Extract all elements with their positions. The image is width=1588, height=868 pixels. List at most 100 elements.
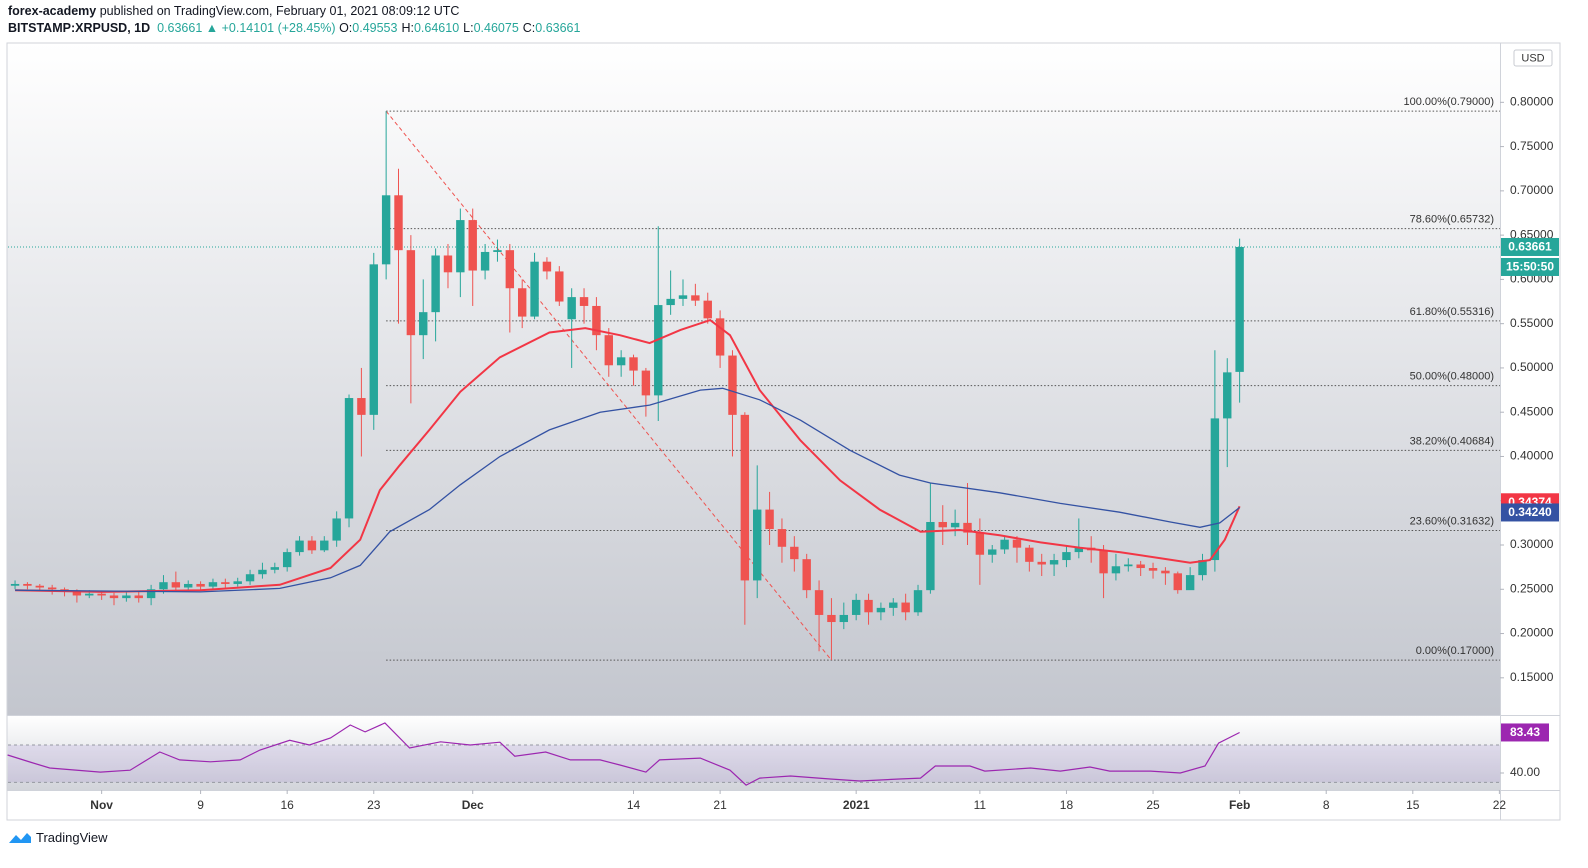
candle-body [913, 590, 923, 613]
candle-body [1111, 566, 1121, 574]
fib-label: 38.20%(0.40684) [1410, 435, 1494, 447]
candle-body [1235, 246, 1244, 372]
candle-body [480, 251, 490, 271]
candle-body [184, 583, 193, 588]
countdown-badge: 15:50:50 [1506, 260, 1554, 274]
countdown-badge-bg [1501, 257, 1559, 276]
x-tick-label: 15 [1406, 798, 1420, 812]
ohlc-key: C: [522, 21, 536, 35]
fib-label: 78.60%(0.65732) [1410, 214, 1494, 226]
candle-body [1124, 564, 1133, 567]
candle-body [1185, 575, 1195, 591]
candle-body [245, 574, 255, 582]
ohlc-value: 0.46075 [473, 21, 519, 35]
y-tick-label: 0.70000 [1510, 183, 1554, 197]
candle-body [505, 250, 515, 289]
candle-body [641, 370, 651, 396]
x-tick-label: 25 [1146, 798, 1160, 812]
y-tick-label: 0.50000 [1510, 360, 1554, 374]
y-tick-label: 0.20000 [1510, 626, 1554, 640]
candle-body [171, 582, 181, 588]
candle-body [431, 255, 440, 313]
rsi-band [8, 745, 1500, 783]
x-tick-label: 9 [197, 798, 204, 812]
candle-body [592, 305, 601, 336]
candle-body [975, 532, 985, 555]
candle-body [344, 398, 354, 519]
y-tick-label: 0.25000 [1510, 581, 1554, 595]
y-tick-label: 0.30000 [1510, 537, 1554, 551]
candle-body [1074, 547, 1084, 553]
moving-average [15, 387, 1240, 593]
candle-body [629, 357, 638, 371]
x-tick-label: 22 [1493, 798, 1507, 812]
candle-body [616, 357, 626, 366]
candle-body [889, 602, 898, 608]
candle-body [406, 250, 416, 336]
x-tick-label: 2021 [843, 798, 870, 812]
fib-label: 23.60%(0.31632) [1410, 515, 1494, 527]
candle-body [1173, 573, 1182, 591]
candle-body [72, 591, 82, 596]
x-tick-label: Feb [1229, 798, 1250, 812]
currency-box[interactable] [1513, 49, 1553, 67]
ohlc-key: L: [463, 21, 474, 35]
candle-body [988, 549, 997, 555]
price-badge: 0.63661 [1508, 240, 1552, 254]
brand: TradingView [36, 830, 108, 845]
candle-body [1000, 539, 1009, 550]
candle-body [604, 335, 613, 366]
candle-body [134, 595, 143, 599]
candle-body [258, 569, 267, 575]
candle-body [691, 295, 700, 301]
candle-body [332, 518, 341, 541]
last-price: 0.63661 [157, 21, 203, 35]
candle-body [555, 271, 564, 302]
x-tick-label: 8 [1323, 798, 1330, 812]
candle-body [97, 593, 106, 596]
candle-body [530, 261, 539, 317]
candle-body [1136, 564, 1145, 569]
candle-body [221, 582, 230, 584]
candle-body [468, 220, 477, 271]
candle-body [1012, 539, 1022, 548]
author: forex-academy [8, 4, 97, 18]
x-tick-label: 11 [974, 798, 987, 812]
candle-body [740, 414, 750, 581]
candle-body [394, 195, 403, 251]
candle-body [369, 264, 378, 415]
candle-body [814, 590, 824, 615]
chart-frame [6, 42, 1561, 821]
candle-body [790, 546, 799, 560]
fib-label: 61.80%(0.55316) [1410, 306, 1494, 318]
candle-body [357, 398, 366, 415]
x-tick-label: Nov [90, 798, 113, 812]
ohlc-key: H: [401, 21, 414, 35]
candle-body [753, 509, 762, 581]
ohlc-value: 0.49553 [352, 21, 398, 35]
symbol: BITSTAMP:XRPUSD, 1D [8, 21, 151, 35]
candle-body [47, 587, 57, 590]
symbol-line: BITSTAMP:XRPUSD, 1D 0.63661 ▲ +0.14101 (… [8, 21, 584, 35]
candle-body [307, 540, 317, 551]
candle-body [381, 195, 391, 265]
x-tick-label: 21 [713, 798, 727, 812]
candle-body [493, 250, 502, 252]
candle-body [196, 583, 205, 587]
rsi-line [7, 722, 1240, 786]
y-tick-label: 0.75000 [1510, 139, 1554, 153]
moving-average [15, 318, 1241, 593]
fib-label: 100.00%(0.79000) [1403, 96, 1494, 108]
rsi-badge: 83.43 [1510, 725, 1540, 739]
candle-body [950, 522, 960, 528]
x-tick-label: 18 [1060, 798, 1074, 812]
y-tick-label: 40.00 [1510, 765, 1540, 779]
candle-body [926, 521, 935, 591]
ohlc-value: 0.63661 [535, 21, 581, 35]
candle-body [963, 522, 972, 533]
y-tick-label: 0.45000 [1510, 404, 1554, 418]
candle-body [715, 318, 725, 356]
candle-body [282, 552, 292, 568]
